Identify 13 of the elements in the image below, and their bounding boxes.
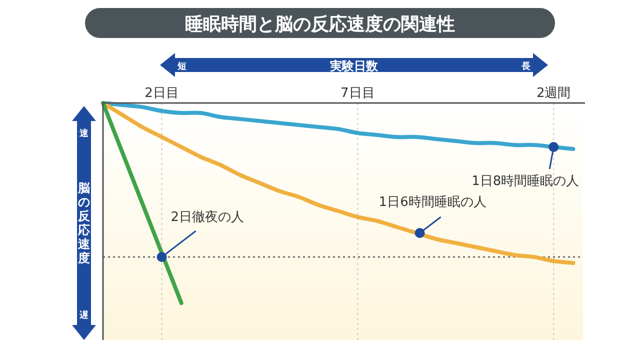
text: 長	[520, 61, 530, 72]
text: 遅	[78, 310, 90, 321]
x-tick-label: 7日目	[340, 86, 375, 101]
y-axis-title: 脳の反応速度	[77, 181, 91, 265]
annotation: 1日6時間睡眠の人	[378, 195, 486, 210]
x-axis-title: 実験日数	[329, 59, 379, 73]
text: 速	[78, 128, 90, 139]
text: 短	[176, 61, 186, 72]
annotation: 1日8時間睡眠の人	[472, 174, 580, 189]
annotation: 2日徹夜の人	[170, 209, 244, 225]
chart-title: 睡眠時間と脳の反応速度の関連性	[185, 14, 455, 35]
x-tick-label: 2週間	[536, 86, 571, 101]
x-tick-label: 2日目	[144, 86, 179, 101]
